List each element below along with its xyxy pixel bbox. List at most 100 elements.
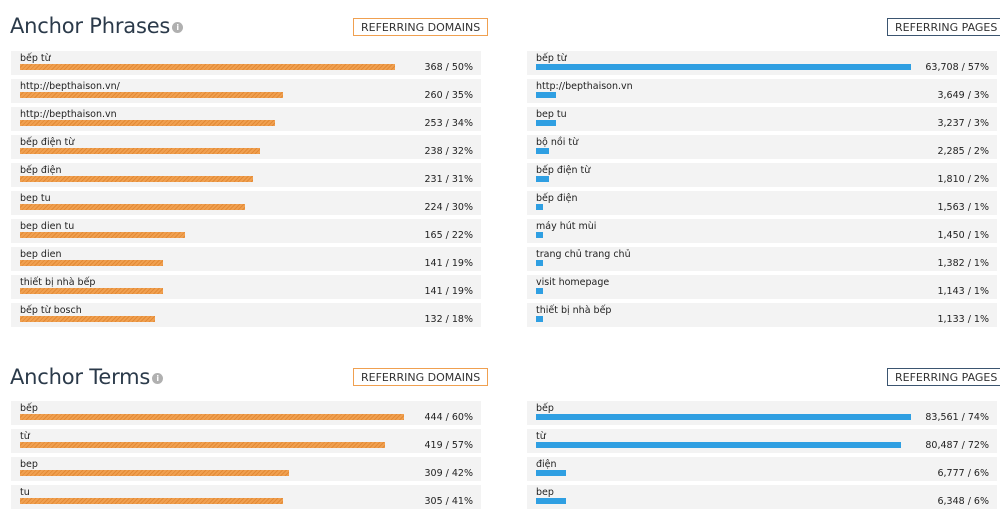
share-bar bbox=[20, 64, 395, 70]
share-bar bbox=[20, 316, 155, 322]
share-bar bbox=[20, 260, 163, 266]
share-bar bbox=[20, 120, 275, 126]
list-row[interactable]: visit homepage 1,143 / 1% bbox=[527, 275, 997, 299]
list-row[interactable]: bếp từ 63,708 / 57% bbox=[527, 51, 997, 75]
anchor-label: máy hút mùi bbox=[536, 221, 597, 232]
share-bar bbox=[536, 316, 543, 322]
list-row[interactable]: bep dien 141 / 19% bbox=[11, 247, 481, 271]
referring-domains-tab[interactable]: REFERRING DOMAINS bbox=[353, 368, 489, 386]
share-bar bbox=[20, 442, 385, 448]
list-row[interactable]: bộ nồi từ 2,285 / 2% bbox=[527, 135, 997, 159]
count-value: 1,450 / 1% bbox=[937, 230, 989, 241]
share-bar bbox=[536, 176, 549, 182]
list-row[interactable]: bep tu 224 / 30% bbox=[11, 191, 481, 215]
share-bar bbox=[536, 204, 543, 210]
list-row[interactable]: http://bepthaison.vn 253 / 34% bbox=[11, 107, 481, 131]
anchor-label: visit homepage bbox=[536, 277, 610, 288]
referring-pages-tab[interactable]: REFERRING PAGES bbox=[887, 368, 1000, 386]
count-value: 1,810 / 2% bbox=[937, 174, 989, 185]
list-row[interactable]: máy hút mùi 1,450 / 1% bbox=[527, 219, 997, 243]
count-value: 231 / 31% bbox=[424, 174, 474, 185]
count-value: 165 / 22% bbox=[424, 230, 474, 241]
list-row[interactable]: bếp 444 / 60% bbox=[11, 401, 481, 425]
share-bar bbox=[536, 148, 549, 154]
share-bar bbox=[536, 288, 543, 294]
list-row[interactable]: tu 305 / 41% bbox=[11, 485, 481, 509]
share-bar bbox=[536, 92, 556, 98]
list-row[interactable]: http://bepthaison.vn 3,649 / 3% bbox=[527, 79, 997, 103]
list-row[interactable]: bếp từ bosch 132 / 18% bbox=[11, 303, 481, 327]
share-bar bbox=[20, 288, 163, 294]
list-row[interactable]: http://bepthaison.vn/260 / 35% bbox=[11, 79, 481, 103]
list-row[interactable]: bếp 83,561 / 74% bbox=[527, 401, 997, 425]
list-row[interactable]: bếp điện 231 / 31% bbox=[11, 163, 481, 187]
anchor-terms-title: Anchor Terms i bbox=[10, 365, 164, 389]
referring-pages-tab[interactable]: REFERRING PAGES bbox=[887, 18, 1000, 36]
anchor-label: tu bbox=[20, 487, 30, 498]
count-value: 368 / 50% bbox=[424, 62, 474, 73]
list-row[interactable]: điện 6,777 / 6% bbox=[527, 457, 997, 481]
count-value: 1,133 / 1% bbox=[937, 314, 989, 325]
share-bar bbox=[20, 470, 289, 476]
share-bar bbox=[20, 176, 253, 182]
anchor-label: điện bbox=[536, 459, 557, 470]
list-row[interactable]: bếp từ 368 / 50% bbox=[11, 51, 481, 75]
anchor-label: bếp bbox=[536, 403, 554, 414]
anchor-label: bep tu bbox=[536, 109, 567, 120]
anchor-label: thiết bị nhà bếp bbox=[536, 305, 612, 316]
list-row[interactable]: bep 6,348 / 6% bbox=[527, 485, 997, 509]
share-bar bbox=[536, 232, 543, 238]
list-row[interactable]: bep tu 3,237 / 3% bbox=[527, 107, 997, 131]
share-bar bbox=[20, 148, 260, 154]
count-value: 1,382 / 1% bbox=[937, 258, 989, 269]
anchor-label: bộ nồi từ bbox=[536, 137, 579, 148]
list-row[interactable]: thiết bị nhà bếp 1,133 / 1% bbox=[527, 303, 997, 327]
count-value: 224 / 30% bbox=[424, 202, 474, 213]
info-icon[interactable]: i bbox=[172, 21, 184, 33]
anchor-phrases-section: Anchor Phrases i REFERRING DOMAINS REFERR… bbox=[10, 14, 1000, 327]
anchor-label: bếp điện từ bbox=[20, 137, 75, 148]
count-value: 6,777 / 6% bbox=[937, 468, 989, 479]
list-row[interactable]: bếp điện từ 238 / 32% bbox=[11, 135, 481, 159]
share-bar bbox=[20, 498, 283, 504]
count-value: 80,487 / 72% bbox=[925, 440, 989, 451]
count-value: 419 / 57% bbox=[424, 440, 474, 451]
list-row[interactable]: từ 419 / 57% bbox=[11, 429, 481, 453]
count-value: 141 / 19% bbox=[424, 286, 474, 297]
count-value: 309 / 42% bbox=[424, 468, 474, 479]
count-value: 444 / 60% bbox=[424, 412, 474, 423]
count-value: 1,563 / 1% bbox=[937, 202, 989, 213]
count-value: 2,285 / 2% bbox=[937, 146, 989, 157]
count-value: 260 / 35% bbox=[424, 90, 474, 101]
count-value: 83,561 / 74% bbox=[925, 412, 989, 423]
list-row[interactable]: trang chủ trang chủ 1,382 / 1% bbox=[527, 247, 997, 271]
list-row[interactable]: thiết bị nhà bếp 141 / 19% bbox=[11, 275, 481, 299]
anchor-label: bếp từ bosch bbox=[20, 305, 82, 316]
anchor-label: bep tu bbox=[20, 193, 51, 204]
count-value: 1,143 / 1% bbox=[937, 286, 989, 297]
count-value: 63,708 / 57% bbox=[925, 62, 989, 73]
anchor-label: bep bbox=[536, 487, 554, 498]
list-row[interactable]: bếp điện 1,563 / 1% bbox=[527, 191, 997, 215]
count-value: 238 / 32% bbox=[424, 146, 474, 157]
anchor-label: http://bepthaison.vn bbox=[20, 109, 117, 120]
anchor-label: http://bepthaison.vn bbox=[536, 81, 633, 92]
share-bar bbox=[20, 204, 245, 210]
anchor-label: bếp điện bbox=[536, 193, 578, 204]
share-bar bbox=[536, 470, 566, 476]
list-row[interactable]: bep dien tu 165 / 22% bbox=[11, 219, 481, 243]
share-bar bbox=[20, 414, 404, 420]
list-row[interactable]: bep 309 / 42% bbox=[11, 457, 481, 481]
list-row[interactable]: từ 80,487 / 72% bbox=[527, 429, 997, 453]
anchor-label: bếp điện từ bbox=[536, 165, 591, 176]
count-value: 132 / 18% bbox=[424, 314, 474, 325]
referring-domains-tab[interactable]: REFERRING DOMAINS bbox=[353, 18, 489, 36]
share-bar bbox=[536, 498, 566, 504]
anchor-label: từ bbox=[536, 431, 546, 442]
anchor-label: từ bbox=[20, 431, 30, 442]
anchor-phrases-title-text: Anchor Phrases bbox=[10, 14, 171, 38]
share-bar bbox=[20, 232, 185, 238]
info-icon[interactable]: i bbox=[152, 372, 164, 384]
list-row[interactable]: bếp điện từ 1,810 / 2% bbox=[527, 163, 997, 187]
